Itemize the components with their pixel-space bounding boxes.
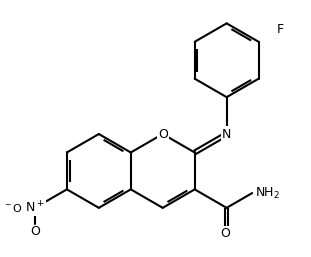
Text: NH$_2$: NH$_2$ xyxy=(255,186,280,201)
Text: $^-$O: $^-$O xyxy=(3,202,24,214)
Text: N: N xyxy=(222,127,231,141)
Text: O: O xyxy=(220,227,230,240)
Text: O: O xyxy=(30,225,40,238)
Text: N$^+$: N$^+$ xyxy=(25,200,45,215)
Text: O: O xyxy=(158,127,168,141)
Text: F: F xyxy=(276,23,283,36)
